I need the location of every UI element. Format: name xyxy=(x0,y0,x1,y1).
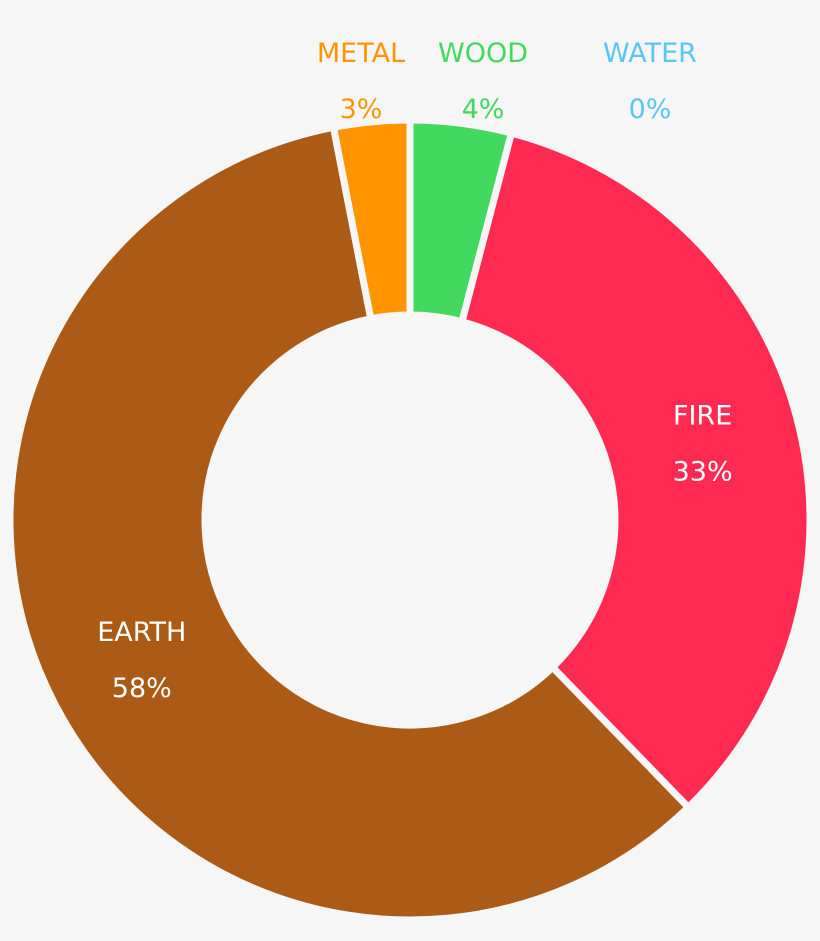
slice-label-metal: METAL xyxy=(317,38,405,69)
slice-label-water: WATER xyxy=(603,38,697,69)
slice-value-water: 0% xyxy=(629,94,672,125)
slice-value-fire: 33% xyxy=(673,456,733,487)
slice-metal xyxy=(329,116,414,323)
slice-value-metal: 3% xyxy=(340,94,383,125)
slice-earth xyxy=(6,123,694,924)
label-group: WOOD 4% FIRE 33% EARTH 58% METAL 3% WATER 0% xyxy=(97,38,732,704)
slice-label-fire: FIRE xyxy=(673,400,732,431)
slice-group xyxy=(6,116,814,924)
slice-value-wood: 4% xyxy=(462,94,505,125)
slice-value-earth: 58% xyxy=(112,673,172,704)
slice-label-earth: EARTH xyxy=(97,617,186,648)
slice-fire xyxy=(457,128,814,813)
slice-label-wood: WOOD xyxy=(438,38,528,69)
